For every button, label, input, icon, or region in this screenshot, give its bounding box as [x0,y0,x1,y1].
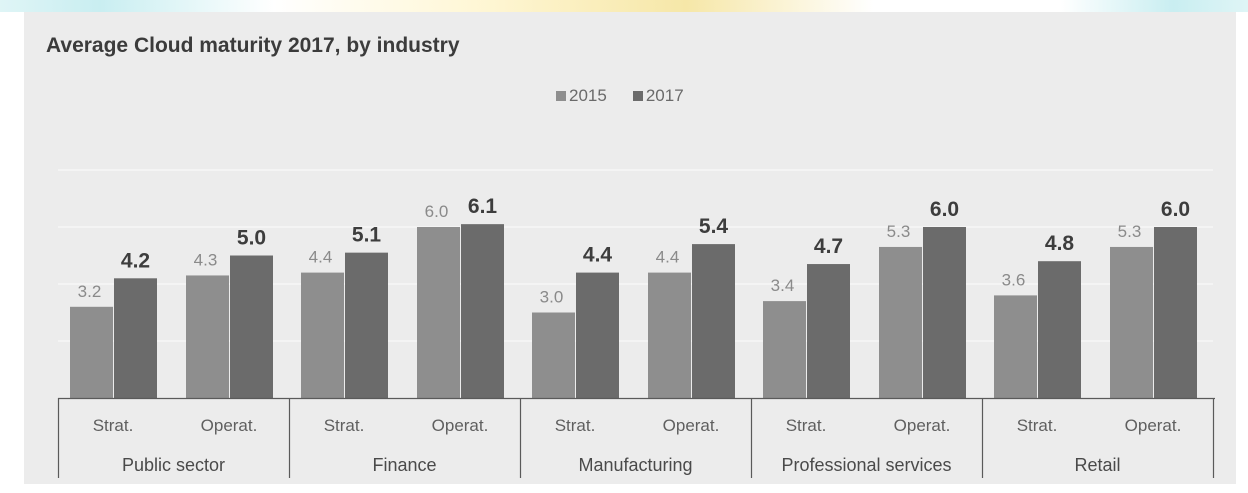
value-label-2017-7: 6.0 [930,198,959,221]
bar-2017-3 [461,224,504,398]
group-label-3: Professional services [781,455,951,475]
category-label-9: Operat. [1125,416,1182,435]
category-label-0: Strat. [93,416,134,435]
bar-2017-5 [692,244,735,398]
value-label-2015-9: 5.3 [1118,222,1142,241]
legend-item-2015: 2015 [556,86,607,106]
value-label-2017-6: 4.7 [814,235,843,258]
group-label-0: Public sector [122,455,225,475]
category-label-5: Operat. [663,416,720,435]
legend-item-2017: 2017 [632,86,684,106]
value-label-2015-1: 4.3 [194,250,218,269]
bar-2017-2 [345,252,388,398]
value-label-2015-7: 5.3 [887,222,911,241]
chart-panel [24,12,1236,484]
bar-2017-6 [807,264,850,398]
category-label-4: Strat. [555,416,596,435]
group-label-1: Finance [372,455,436,475]
bar-2015-3 [417,227,460,398]
category-label-3: Operat. [432,416,489,435]
legend-swatch-2015 [556,91,566,101]
bar-2015-8 [994,295,1037,398]
value-label-2017-4: 4.4 [583,244,613,267]
value-label-2015-0: 3.2 [78,282,102,301]
bar-2015-6 [763,301,806,398]
group-label-4: Retail [1074,455,1120,475]
value-label-2015-6: 3.4 [771,276,795,295]
value-label-2017-1: 5.0 [237,227,266,250]
value-label-2017-9: 6.0 [1161,198,1190,221]
value-label-2017-8: 4.8 [1045,232,1075,255]
category-label-1: Operat. [201,416,258,435]
legend-label-2015: 2015 [569,86,607,105]
top-decorative-strip [0,0,1248,12]
bar-2017-7 [923,227,966,398]
bar-2015-2 [301,272,344,398]
value-label-2017-5: 5.4 [699,215,729,238]
value-label-2017-2: 5.1 [352,224,382,247]
value-label-2017-3: 6.1 [468,195,498,218]
legend-label-2017: 2017 [645,86,684,105]
bar-2017-9 [1154,227,1197,398]
bar-2015-7 [879,246,922,398]
chart-title: Average Cloud maturity 2017, by industry [46,34,460,57]
bar-2015-5 [648,272,691,398]
legend: 2015 2017 [556,86,710,106]
bar-2017-8 [1038,261,1081,398]
value-label-2015-8: 3.6 [1002,270,1026,289]
bar-2017-0 [114,278,157,398]
value-label-2015-5: 4.4 [656,248,680,267]
group-label-2: Manufacturing [578,455,692,475]
value-label-2017-0: 4.2 [121,249,150,272]
value-label-2015-2: 4.4 [309,248,333,267]
category-label-6: Strat. [786,416,827,435]
bar-2015-1 [186,275,229,398]
bar-2015-4 [532,312,575,398]
bar-2015-0 [70,306,113,398]
bar-2017-4 [576,272,619,398]
bar-2017-1 [230,255,273,398]
legend-swatch-2017 [632,91,643,101]
category-label-8: Strat. [1017,416,1058,435]
value-label-2015-4: 3.0 [540,288,564,307]
value-label-2015-3: 6.0 [425,202,449,221]
category-label-2: Strat. [324,416,365,435]
bar-2015-9 [1110,246,1153,398]
category-label-7: Operat. [894,416,951,435]
